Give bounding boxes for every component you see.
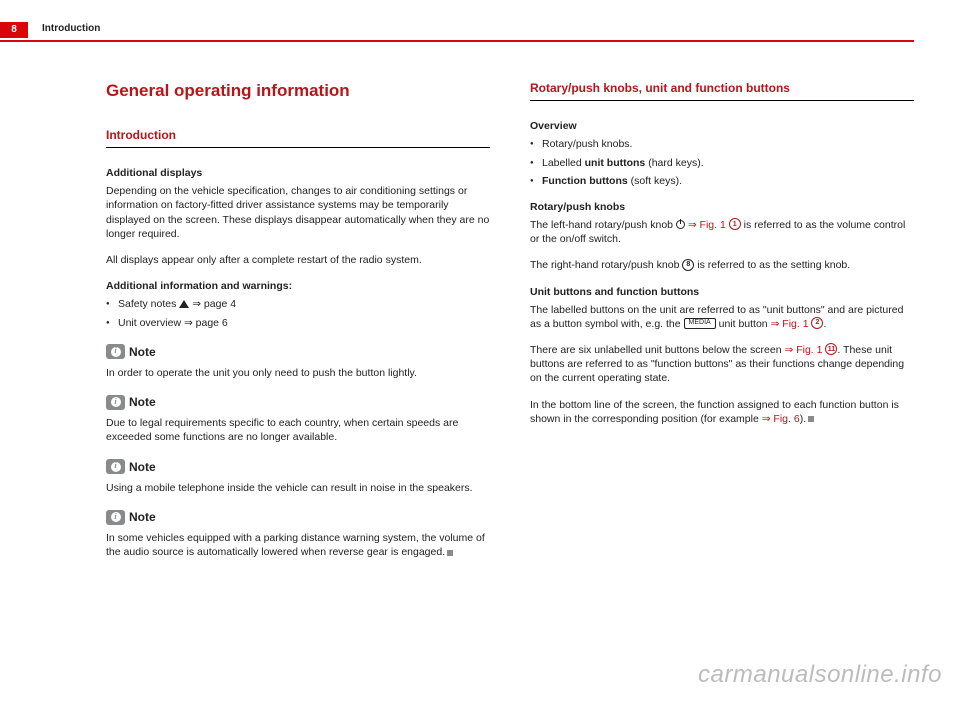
note-heading-1: i Note (106, 344, 490, 360)
watermark: carmanualsonline.info (698, 659, 942, 691)
ov2-bold: unit buttons (585, 157, 646, 169)
note-3-text: Using a mobile telephone inside the vehi… (106, 481, 490, 495)
note-1-text: In order to operate the unit you only ne… (106, 366, 490, 380)
end-square-icon (808, 416, 814, 422)
section-rule (106, 147, 490, 148)
content-area: General operating information Introducti… (106, 80, 914, 571)
subhead-unit-buttons: Unit buttons and function buttons (530, 285, 914, 299)
ub3-pre: In the bottom line of the screen, the fu… (530, 399, 899, 425)
ov-bullet-2: Labelled unit buttons (hard keys). (530, 156, 914, 170)
note-label: Note (129, 509, 156, 525)
para-unit-buttons-2: There are six unlabelled unit buttons be… (530, 343, 914, 386)
ov3-bold: Function buttons (542, 175, 628, 187)
note-4-body: In some vehicles equipped with a parking… (106, 532, 485, 558)
note-heading-3: i Note (106, 459, 490, 475)
rp2-post: is referred to as the setting knob. (694, 259, 850, 271)
bullet-overview: Unit overview ⇒ page 6 (106, 316, 490, 330)
chapter-title: Introduction (42, 22, 100, 36)
ref-num-1: 1 (729, 218, 741, 230)
info-icon: i (106, 395, 125, 410)
bullet-ref: ⇒ page 4 (189, 298, 236, 310)
para-unit-buttons-1: The labelled buttons on the unit are ref… (530, 303, 914, 331)
ref-num-2: 2 (811, 317, 823, 329)
note-label: Note (129, 459, 156, 475)
warning-icon (179, 300, 189, 308)
para-right-knob: The right-hand rotary/push knob 8 is ref… (530, 258, 914, 272)
ub1-mid: unit button (716, 318, 771, 330)
note-heading-2: i Note (106, 394, 490, 410)
section-rule (530, 100, 914, 101)
subhead-rotary: Rotary/push knobs (530, 200, 914, 214)
rp2-pre: The right-hand rotary/push knob (530, 259, 682, 271)
bullet-text: Safety notes (118, 298, 179, 310)
info-icon: i (106, 510, 125, 525)
note-2-text: Due to legal requirements specific to ea… (106, 416, 490, 444)
ov2-pre: Labelled (542, 157, 585, 169)
bullet-safety: Safety notes ⇒ page 4 (106, 297, 490, 311)
subhead-additional-info: Additional information and warnings: (106, 279, 490, 293)
para-unit-buttons-3: In the bottom line of the screen, the fu… (530, 398, 914, 426)
main-heading: General operating information (106, 80, 490, 103)
ov3-post: (soft keys). (628, 175, 682, 187)
fig1-ref-c: ⇒ Fig. 1 (785, 344, 823, 356)
section-heading-knobs: Rotary/push knobs, unit and function but… (530, 80, 914, 96)
ov-bullet-1: Rotary/push knobs. (530, 137, 914, 151)
ref-num-8: 8 (682, 259, 694, 271)
knob-icon (676, 220, 685, 229)
note-heading-4: i Note (106, 509, 490, 525)
fig6-ref: ⇒ Fig. 6 (762, 413, 800, 425)
page-number: 8 (0, 22, 28, 38)
ub1-post: . (823, 318, 826, 330)
right-column: Rotary/push knobs, unit and function but… (530, 80, 914, 571)
media-pill: MEDIA (684, 318, 716, 329)
note-4-text: In some vehicles equipped with a parking… (106, 531, 490, 559)
rp1-pre: The left-hand rotary/push knob (530, 219, 676, 231)
fig1-ref-b: ⇒ Fig. 1 (771, 318, 809, 330)
info-icon: i (106, 344, 125, 359)
para-displays: Depending on the vehicle specification, … (106, 184, 490, 241)
overview-bullets: Rotary/push knobs. Labelled unit buttons… (530, 137, 914, 188)
note-label: Note (129, 344, 156, 360)
para-left-knob: The left-hand rotary/push knob ⇒ Fig. 1 … (530, 218, 914, 246)
subhead-additional-displays: Additional displays (106, 166, 490, 180)
ub2-pre: There are six unlabelled unit buttons be… (530, 344, 785, 356)
end-square-icon (447, 550, 453, 556)
note-label: Note (129, 394, 156, 410)
fig1-ref: ⇒ Fig. 1 (688, 219, 726, 231)
info-bullets: Safety notes ⇒ page 4 Unit overview ⇒ pa… (106, 297, 490, 329)
header-divider (0, 40, 914, 42)
ref-num-11: 11 (825, 343, 837, 355)
info-icon: i (106, 459, 125, 474)
ub3-post: ). (800, 413, 806, 425)
ov2-post: (hard keys). (645, 157, 703, 169)
ov-bullet-3: Function buttons (soft keys). (530, 174, 914, 188)
left-column: General operating information Introducti… (106, 80, 490, 571)
para-restart: All displays appear only after a complet… (106, 253, 490, 267)
subhead-overview: Overview (530, 119, 914, 133)
section-heading-intro: Introduction (106, 127, 490, 143)
